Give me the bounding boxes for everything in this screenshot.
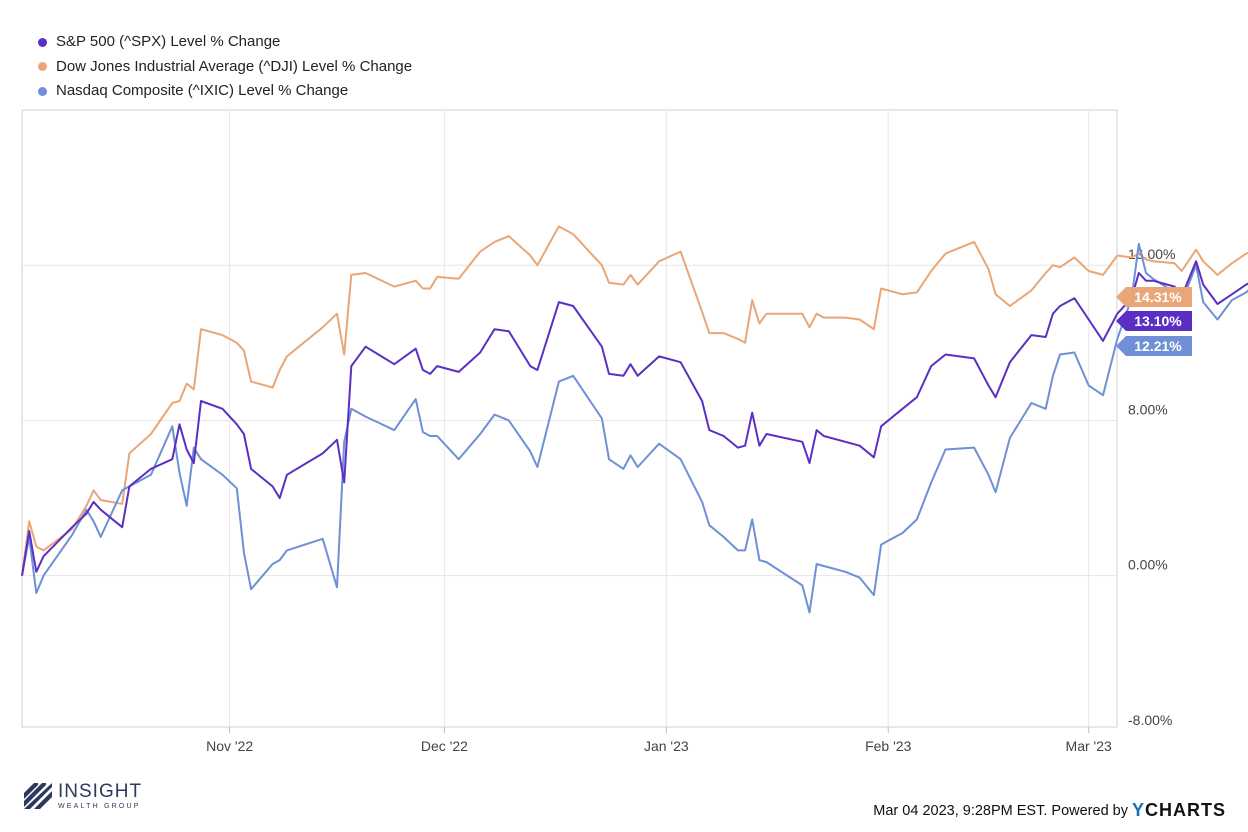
x-tick-label: Mar '23 — [1066, 738, 1112, 754]
ycharts-logo[interactable]: YCHARTS — [1132, 800, 1226, 821]
legend-marker-ixic — [38, 86, 47, 96]
series-line-spx — [21, 260, 1248, 576]
legend-label-dji: Dow Jones Industrial Average (^DJI) Leve… — [56, 57, 413, 75]
end-label-tag — [1116, 336, 1192, 356]
legend-item-spx[interactable]: S&P 500 (^SPX) Level % Change — [38, 30, 412, 55]
x-tick-label: Jan '23 — [644, 738, 689, 754]
timestamp: Mar 04 2023, 9:28PM EST. Powered by — [873, 802, 1128, 819]
footer: Mar 04 2023, 9:28PM EST. Powered by YCHA… — [873, 800, 1226, 821]
ycharts-y: Y — [1131, 800, 1145, 820]
series-line-dji — [21, 225, 1248, 576]
end-label-value: 12.21% — [1134, 338, 1182, 354]
legend-label-spx: S&P 500 (^SPX) Level % Change — [56, 33, 281, 50]
insight-logo: INSIGHT WEALTH GROUP — [24, 782, 142, 810]
x-tick-label: Dec '22 — [421, 738, 468, 754]
logo-wordmark: INSIGHT — [58, 781, 143, 802]
end-label-dji: 14.31% — [1116, 287, 1192, 307]
legend-marker-spx — [38, 37, 47, 47]
logo-tagline: WEALTH GROUP — [58, 803, 141, 810]
y-tick-label: 8.00% — [1128, 401, 1168, 417]
end-label-tag — [1116, 311, 1192, 331]
end-label-tag — [1116, 287, 1192, 307]
y-tick-label: 0.00% — [1128, 557, 1168, 573]
chart-legend: S&P 500 (^SPX) Level % Change Dow Jones … — [38, 30, 412, 104]
x-tick-label: Nov '22 — [206, 738, 253, 754]
end-label-value: 13.10% — [1134, 313, 1182, 329]
y-tick-label: -8.00% — [1128, 712, 1172, 728]
end-label-value: 14.31% — [1134, 289, 1182, 305]
series-line-ixic — [21, 242, 1248, 614]
plot-area-border — [21, 109, 1118, 728]
end-label-spx: 13.10% — [1116, 311, 1192, 331]
ycharts-wordmark: CHARTS — [1145, 800, 1226, 820]
x-tick-label: Feb '23 — [865, 738, 911, 754]
y-tick-label: 16.00% — [1128, 246, 1175, 262]
end-label-ixic: 12.21% — [1116, 336, 1192, 356]
legend-label-ixic: Nasdaq Composite (^IXIC) Level % Change — [56, 82, 349, 99]
legend-item-ixic[interactable]: Nasdaq Composite (^IXIC) Level % Change — [38, 79, 412, 104]
legend-item-dji[interactable]: Dow Jones Industrial Average (^DJI) Leve… — [38, 55, 412, 80]
legend-marker-dji — [38, 62, 47, 72]
stripes-icon — [24, 783, 52, 809]
